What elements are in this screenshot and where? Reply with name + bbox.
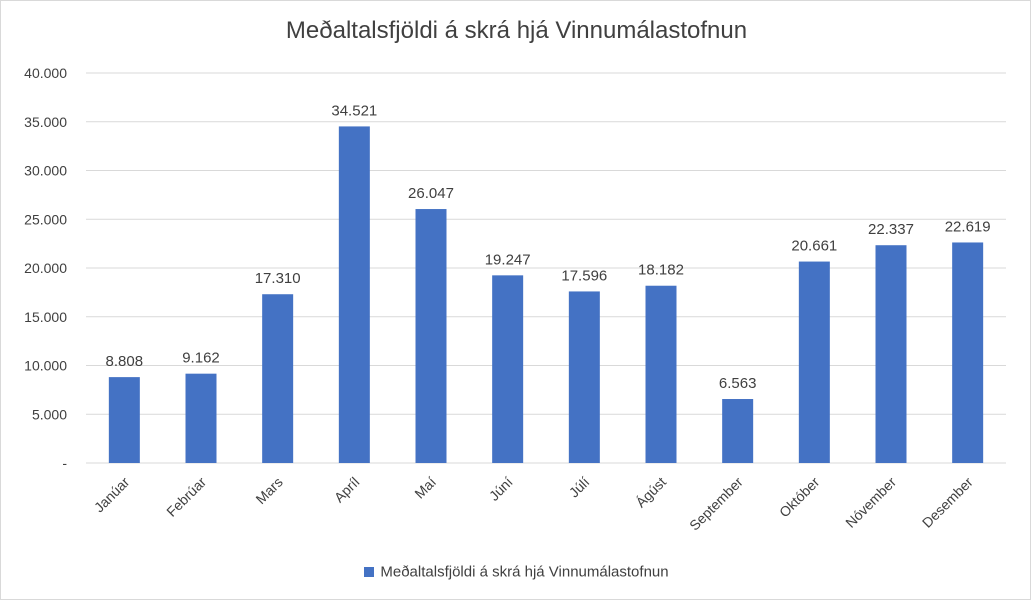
y-tick-label: 40.000 [24,65,67,81]
x-category-label: Mars [252,474,285,507]
bar [645,285,677,463]
gridlines [86,72,1006,464]
bar [338,126,370,463]
y-tick-label: 35.000 [24,114,67,130]
y-tick-label: 30.000 [24,163,67,179]
data-label: 6.563 [719,375,757,392]
bar [492,275,524,463]
x-axis-category-labels: Janúar Febrúar Mars Apríl Maí Júní Júlí Ágúst Se… [91,474,976,534]
bar [108,377,140,463]
data-label: 22.619 [945,218,991,235]
x-category-label: Maí [411,474,439,502]
data-label: 18.182 [638,262,684,279]
x-category-label: Nóvember [842,474,899,531]
y-tick-label: 15.000 [24,309,67,325]
x-category-label: September [686,474,746,534]
legend-label: Meðaltalsfjöldi á skrá hjá Vinnumálastof… [380,563,669,581]
data-label: 19.247 [485,251,531,268]
data-label: 17.596 [561,267,607,284]
data-label: 26.047 [408,185,454,202]
data-label: 8.808 [106,353,144,370]
x-category-label: Ágúst [632,474,669,511]
bar [875,245,907,463]
bar [722,399,754,463]
legend-swatch [364,567,375,578]
bar [185,373,217,463]
chart-title: Meðaltalsfjöldi á skrá hjá Vinnumálastof… [285,17,748,44]
y-tick-label: 5.000 [32,406,67,422]
y-axis-tick-labels: - 5.000 10.000 15.000 20.000 25.000 30.000 35.0… [24,65,67,471]
bar [415,209,447,463]
x-category-label: Júní [486,474,516,504]
y-tick-label: 25.000 [24,211,67,227]
data-labels: 8.808 9.162 17.310 34.521 26.047 19.247 17.596… [106,102,991,392]
y-tick-label: - [62,455,67,471]
bars [108,126,984,463]
bar [262,294,294,463]
y-tick-label: 10.000 [24,358,67,374]
x-category-label: Júlí [566,474,593,501]
bar [952,242,984,463]
x-category-label: Febrúar [163,474,209,520]
x-category-label: Desember [919,474,976,531]
legend: Meðaltalsfjöldi á skrá hjá Vinnumálastof… [1,563,1031,581]
x-category-label: Apríl [331,474,363,506]
data-label: 22.337 [868,221,914,238]
bar [568,291,600,463]
y-tick-label: 20.000 [24,260,67,276]
x-category-label: Október [776,474,823,521]
bar [798,261,830,463]
data-label: 17.310 [255,270,301,287]
data-label: 20.661 [791,238,837,255]
data-label: 9.162 [182,350,220,367]
x-category-label: Janúar [91,474,133,516]
data-label: 34.521 [331,102,377,119]
